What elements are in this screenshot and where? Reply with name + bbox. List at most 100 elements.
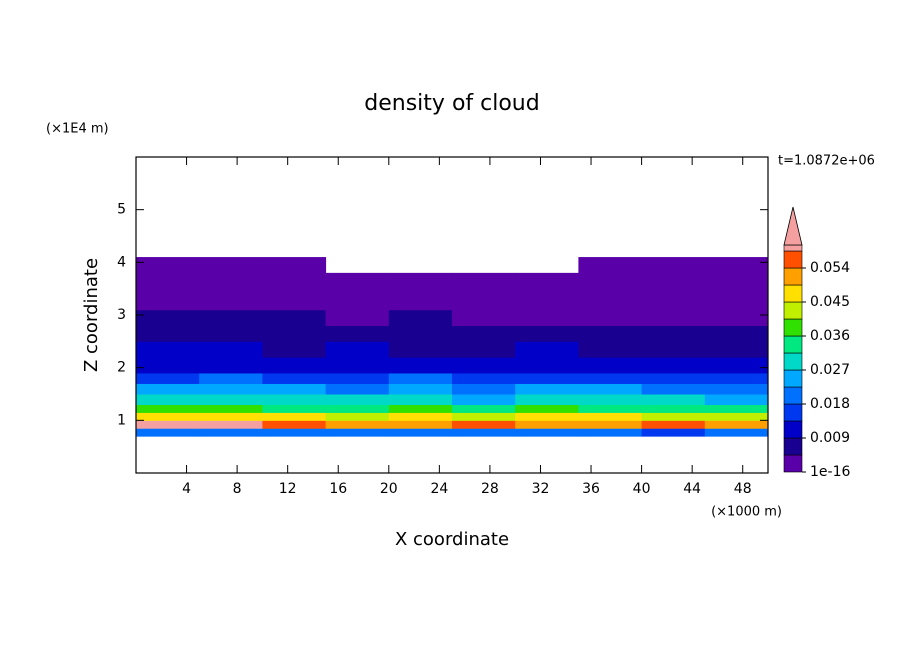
contour-cell <box>136 309 200 327</box>
contour-cell <box>704 404 769 413</box>
contour-cell <box>199 288 263 311</box>
contour-cell <box>578 341 643 358</box>
contour-cell <box>136 272 200 290</box>
contour-cell <box>641 383 706 395</box>
contour-cell <box>325 325 390 342</box>
colorbar-tick-label: 0.054 <box>810 260 850 276</box>
contour-cell <box>452 420 516 429</box>
y-axis-label: Z coordinate <box>81 258 102 372</box>
contour-cell <box>452 309 516 327</box>
x-tick-label: 44 <box>683 481 701 497</box>
contour-cell <box>515 404 579 413</box>
contour-cell <box>388 420 453 429</box>
contour-cell <box>515 394 579 406</box>
contour-cell <box>388 383 453 395</box>
colorbar-band <box>783 386 803 405</box>
contour-cell <box>704 394 769 406</box>
contour-cell <box>515 428 579 437</box>
contour-cell <box>704 412 769 421</box>
contour-cell <box>262 357 327 374</box>
contour-cell <box>388 412 453 421</box>
contour-cell <box>199 325 263 342</box>
contour-cell <box>452 341 516 358</box>
x-tick-label: 48 <box>734 481 752 497</box>
contour-cell <box>578 420 643 429</box>
contour-cell <box>199 357 263 374</box>
contour-cell <box>325 404 390 413</box>
contour-cell <box>262 272 327 290</box>
contour-cell <box>452 428 516 437</box>
contour-cell <box>641 325 706 342</box>
contour-cell <box>515 383 579 395</box>
contour-cell <box>262 372 327 384</box>
y-tick-label: 2 <box>117 360 126 376</box>
contour-cell <box>325 383 390 395</box>
contour-cell <box>262 325 327 342</box>
colorbar-band <box>783 437 803 456</box>
y-unit: (×1E4 m) <box>46 122 109 137</box>
contour-cell <box>641 288 706 311</box>
contour-cell <box>136 325 200 342</box>
contour-cell <box>199 309 263 327</box>
contour-cell <box>388 357 453 374</box>
contour-cell <box>704 420 769 429</box>
colorbar-band <box>783 318 803 337</box>
x-tick-label: 20 <box>380 481 398 497</box>
contour-cell <box>199 372 263 384</box>
y-tick-label: 4 <box>117 254 126 270</box>
contour-cell <box>515 325 579 342</box>
contour-cell <box>704 428 769 437</box>
contour-cell <box>136 288 200 311</box>
contour-cell <box>325 420 390 429</box>
contour-cell <box>325 412 390 421</box>
contour-cell <box>199 341 263 358</box>
contour-cell <box>641 404 706 413</box>
contour-cell <box>452 325 516 342</box>
contour-cell <box>325 428 390 437</box>
y-tick-label: 5 <box>117 202 126 218</box>
contour-cell <box>136 404 200 413</box>
colorbar-tick-label: 1e-16 <box>810 464 850 480</box>
contour-cell <box>704 357 769 374</box>
contour-cell <box>325 394 390 406</box>
contour-cell <box>704 272 769 290</box>
contour-cell <box>136 420 200 429</box>
contour-cell <box>515 341 579 358</box>
contour-cell <box>262 383 327 395</box>
x-tick-label: 24 <box>430 481 448 497</box>
contour-cell <box>136 428 200 437</box>
contour-cell <box>452 288 516 311</box>
contour-cell <box>199 412 263 421</box>
contour-cell <box>325 272 390 290</box>
contour-cell <box>515 372 579 384</box>
contour-cell <box>388 372 453 384</box>
contour-cell <box>452 383 516 395</box>
contour-cell <box>388 309 453 327</box>
contour-cell <box>641 257 706 274</box>
contour-cell <box>262 404 327 413</box>
contour-cell <box>641 272 706 290</box>
contour-cell <box>578 288 643 311</box>
contour-cell <box>388 394 453 406</box>
contour-cell <box>199 383 263 395</box>
x-unit: (×1000 m) <box>711 505 782 520</box>
contour-cell <box>388 341 453 358</box>
x-tick-label: 40 <box>633 481 651 497</box>
x-tick-label: 28 <box>481 481 499 497</box>
contour-cell <box>578 383 643 395</box>
x-tick-label: 8 <box>233 481 242 497</box>
contour-cell <box>704 288 769 311</box>
contour-cell <box>199 428 263 437</box>
contour-cell <box>704 325 769 342</box>
contour-cell <box>578 372 643 384</box>
colorbar-band <box>783 250 803 269</box>
contour-cell <box>578 257 643 274</box>
contour-cell <box>515 288 579 311</box>
contour-cell <box>199 420 263 429</box>
colorbar-tick-label: 0.027 <box>810 362 850 378</box>
chart-title: density of cloud <box>364 91 539 116</box>
contour-cell <box>388 428 453 437</box>
contour-cell <box>578 325 643 342</box>
contour-cell <box>262 257 327 274</box>
x-axis-label: X coordinate <box>395 529 509 550</box>
